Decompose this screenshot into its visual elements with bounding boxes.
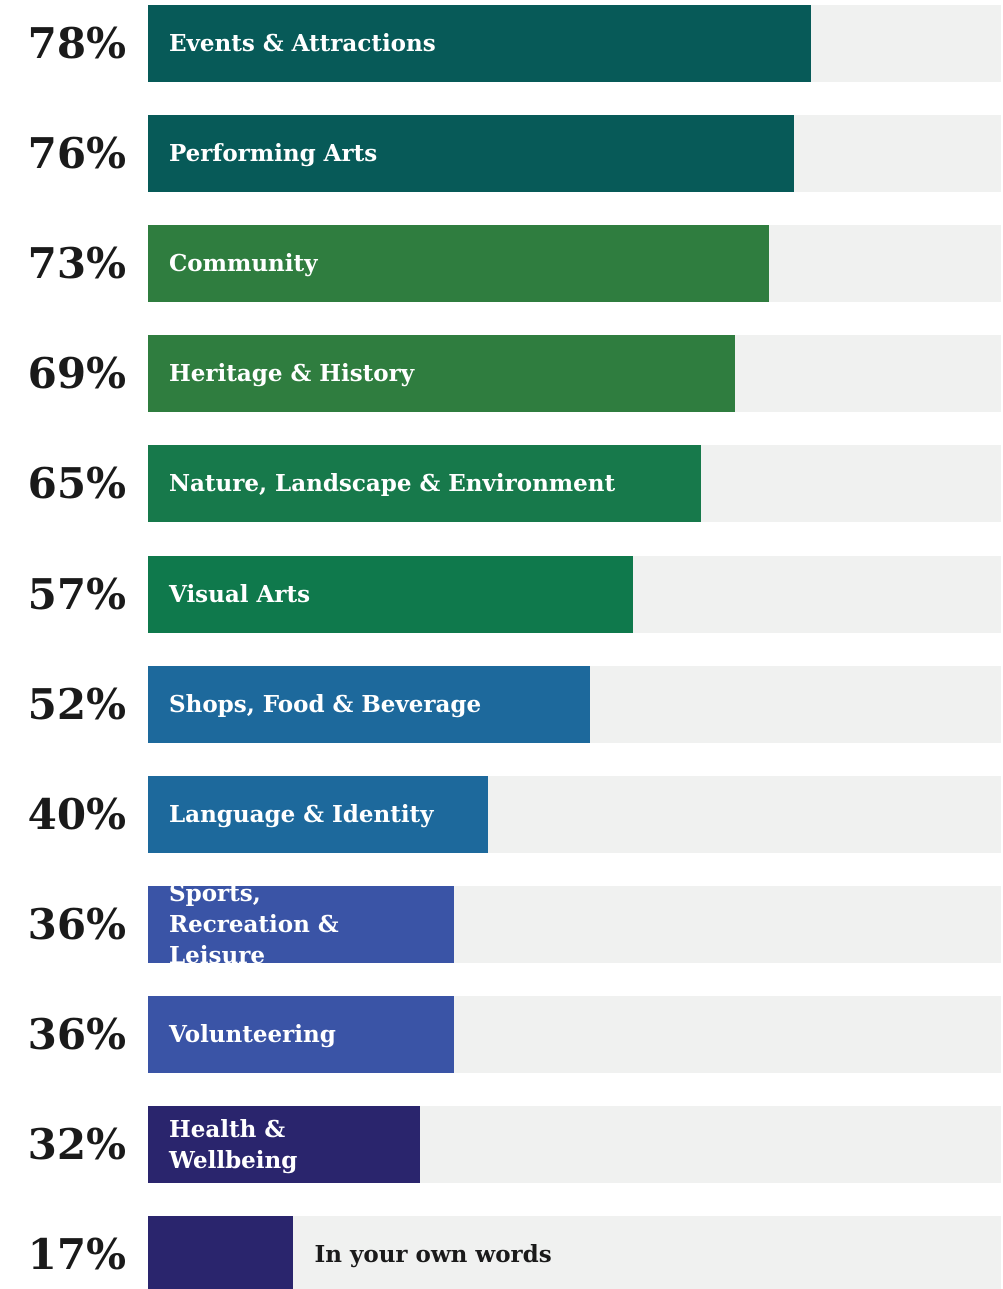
bar: [148, 1106, 420, 1183]
bar-row: 32% Health & Wellbeing: [0, 1106, 1003, 1183]
bar: [148, 665, 590, 743]
bar-row: 69% Heritage & History: [0, 335, 1003, 413]
bar-row: 57% Visual Arts: [0, 555, 1003, 633]
value-label: 73%: [27, 239, 126, 289]
category-label: Volunteering: [169, 1020, 336, 1048]
bar: [148, 225, 769, 303]
bar: [148, 885, 454, 963]
value-label: 65%: [27, 459, 126, 509]
value-label: 69%: [27, 349, 126, 399]
bar-row: 73% Community: [0, 225, 1003, 303]
bar-row: 36% Volunteering: [0, 995, 1003, 1073]
bar: [148, 445, 701, 523]
category-label: Nature, Landscape & Environment: [169, 470, 616, 498]
category-label: Events & Attractions: [169, 30, 436, 57]
bar: [148, 335, 735, 413]
bar-row: 65% Nature, Landscape & Environment: [0, 445, 1003, 523]
category-label: Visual Arts: [169, 580, 311, 608]
value-label: 57%: [27, 569, 126, 619]
value-label: 36%: [27, 1009, 126, 1059]
bar: [148, 995, 454, 1073]
bar-row: 52% Shops, Food & Beverage: [0, 665, 1003, 743]
bar: [148, 1216, 293, 1289]
value-label: 78%: [27, 19, 126, 68]
category-label: Health & Wellbeing: [169, 1115, 298, 1174]
bar: [148, 115, 794, 193]
value-label: 76%: [27, 129, 126, 179]
category-label: Performing Arts: [169, 140, 378, 168]
category-label: Language & Identity: [169, 800, 434, 828]
category-label: Heritage & History: [169, 360, 415, 388]
bar: [148, 555, 633, 633]
bar: [148, 775, 488, 853]
value-label: 36%: [27, 899, 126, 949]
bar-row: 78% Events & Attractions: [0, 5, 1003, 82]
value-label: 40%: [27, 789, 126, 839]
value-label: 17%: [27, 1230, 126, 1280]
category-label: Shops, Food & Beverage: [169, 690, 482, 718]
bar: [148, 5, 811, 82]
bar-row: 17% In your own words: [0, 1216, 1003, 1289]
category-label: Community: [169, 250, 318, 278]
value-label: 32%: [27, 1120, 126, 1169]
bar-row: 40% Language & Identity: [0, 775, 1003, 853]
value-label: 52%: [27, 679, 126, 729]
category-label: In your own words: [314, 1241, 552, 1269]
category-label: Sports, Recreation & Leisure: [169, 879, 339, 969]
bar-row: 76% Performing Arts: [0, 115, 1003, 193]
bar-row: 36% Sports, Recreation & Leisure: [0, 879, 1003, 969]
